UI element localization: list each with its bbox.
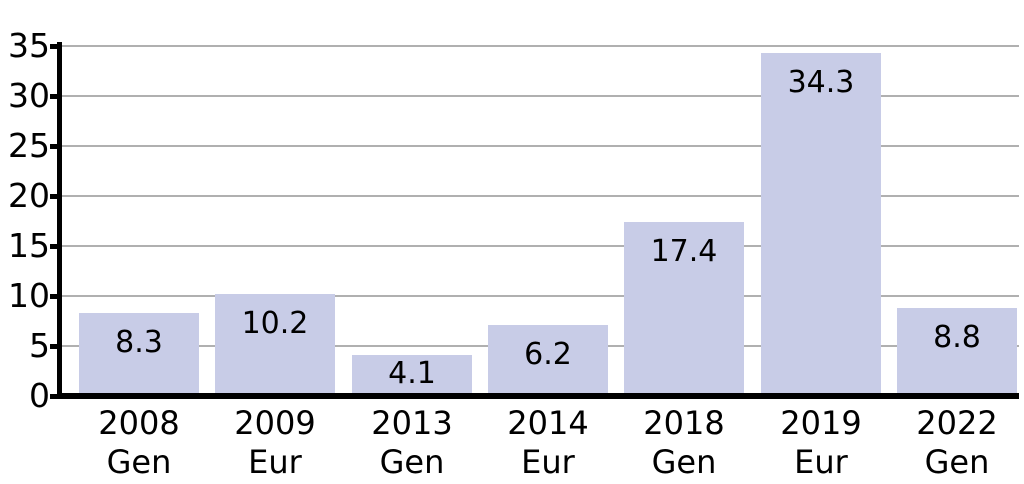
x-tick-label: 2014 Eur: [478, 404, 618, 482]
x-tick-label: 2009 Eur: [205, 404, 345, 482]
gridline: [62, 95, 1019, 97]
x-tick-label-group: Gen: [379, 443, 445, 481]
gridline: [62, 245, 1019, 247]
bar: 4.1: [352, 355, 472, 393]
y-axis-tick: [50, 294, 59, 299]
x-tick-label-year: 2022: [916, 404, 998, 442]
bar: 8.8: [897, 308, 1017, 393]
x-tick-label-group: Gen: [651, 443, 717, 481]
x-tick-label: 2013 Gen: [342, 404, 482, 482]
y-axis-tick: [50, 194, 59, 199]
x-tick-label-year: 2009: [234, 404, 316, 442]
y-tick-label: 5: [29, 326, 50, 365]
bar: 17.4: [624, 222, 744, 393]
y-tick-label: 20: [8, 176, 50, 215]
x-tick-label-year: 2019: [780, 404, 862, 442]
bar-value-label: 34.3: [787, 65, 855, 100]
y-axis-tick: [50, 244, 59, 249]
y-tick-label: 10: [8, 276, 50, 315]
x-tick-label-year: 2008: [98, 404, 180, 442]
x-axis-line: [57, 393, 1019, 399]
bar-value-label: 8.8: [933, 320, 981, 355]
gridline: [62, 45, 1019, 47]
y-axis-tick: [50, 144, 59, 149]
bar: 10.2: [215, 294, 335, 393]
bar-value-label: 10.2: [241, 306, 309, 341]
y-tick-label: 15: [8, 226, 50, 265]
y-axis-tick: [50, 44, 59, 49]
bar: 8.3: [79, 313, 199, 393]
x-tick-label: 2019 Eur: [751, 404, 891, 482]
x-tick-label-year: 2018: [643, 404, 725, 442]
gridline: [62, 295, 1019, 297]
y-tick-label: 25: [8, 126, 50, 165]
bar-value-label: 4.1: [388, 356, 436, 391]
bar: 6.2: [488, 325, 608, 393]
y-axis-tick: [50, 94, 59, 99]
x-tick-label: 2022 Gen: [887, 404, 1024, 482]
x-tick-label-year: 2014: [507, 404, 589, 442]
x-tick-label-group: Gen: [106, 443, 172, 481]
y-axis-line: [57, 42, 62, 398]
y-axis-tick: [50, 344, 59, 349]
bar-value-label: 6.2: [524, 337, 572, 372]
x-tick-label-year: 2013: [371, 404, 453, 442]
x-tick-label-group: Eur: [248, 443, 302, 481]
x-tick-label-group: Gen: [924, 443, 990, 481]
x-tick-label: 2018 Gen: [614, 404, 754, 482]
y-tick-label: 30: [8, 76, 50, 115]
y-tick-label: 35: [8, 26, 50, 65]
gridline: [62, 195, 1019, 197]
bar-value-label: 17.4: [650, 234, 718, 269]
bar: 34.3: [761, 53, 881, 393]
gridline: [62, 145, 1019, 147]
x-tick-label-group: Eur: [521, 443, 575, 481]
bar-value-label: 8.3: [115, 325, 163, 360]
x-tick-label-group: Eur: [794, 443, 848, 481]
x-tick-label: 2008 Gen: [69, 404, 209, 482]
y-axis-tick: [50, 394, 59, 399]
y-tick-label: 0: [29, 376, 50, 415]
